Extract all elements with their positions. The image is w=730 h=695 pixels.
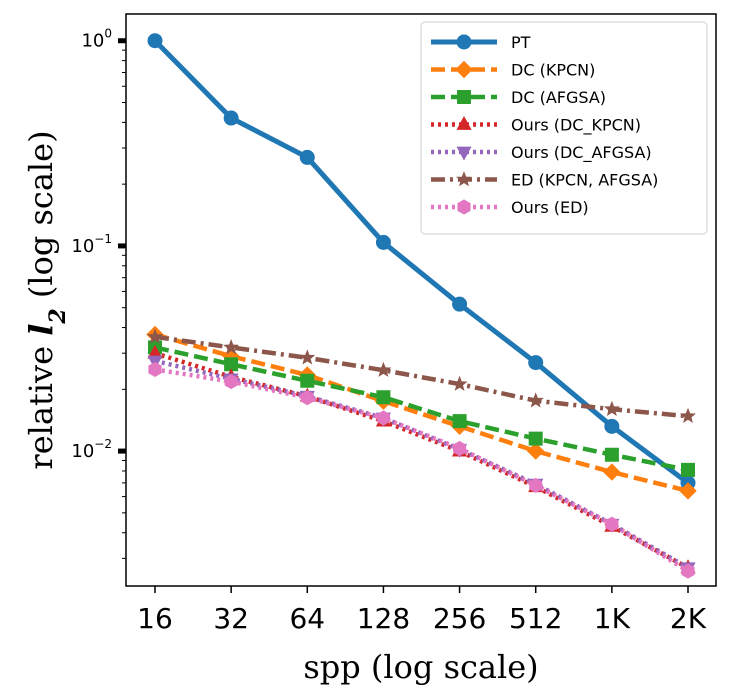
- data-point-ed-kpcn-afgsa: [451, 375, 468, 391]
- legend-label-ours-dc-kpcn: Ours (DC_KPCN): [511, 116, 641, 136]
- data-point-ours-ed: [376, 410, 390, 426]
- data-point-ours-ed: [681, 563, 695, 579]
- data-point-ours-ed: [224, 374, 238, 390]
- x-tick-label: 16: [137, 602, 173, 635]
- legend-label-dc-afgsa: DC (AFGSA): [511, 88, 606, 107]
- data-point-dc-afgsa: [224, 357, 239, 372]
- series-line-ours-ed: [154, 367, 690, 574]
- data-point-ed-kpcn-afgsa: [603, 400, 620, 417]
- plot-area: [146, 33, 697, 579]
- data-point-pt: [223, 110, 239, 126]
- x-tick-label: 32: [213, 602, 249, 635]
- data-point-pt: [452, 296, 468, 312]
- data-point-ed-kpcn-afgsa: [527, 392, 544, 408]
- y-tick-label: 100: [81, 27, 112, 52]
- legend-label-dc-kpcn: DC (KPCN): [511, 61, 595, 80]
- data-point-dc-afgsa: [681, 462, 695, 477]
- data-point-dc-afgsa: [300, 373, 315, 388]
- plot-frame: [125, 13, 717, 587]
- data-point-ours-ed: [605, 516, 619, 532]
- data-point-ed-kpcn-afgsa: [299, 349, 316, 365]
- legend-label-ed-kpcn-afgsa: ED (KPCN, AFGSA): [511, 171, 658, 190]
- data-point-ed-kpcn-afgsa: [375, 361, 392, 377]
- series-line-dc-afgsa: [154, 345, 689, 473]
- data-point-pt: [147, 33, 163, 49]
- y-tick-label: 10−1: [71, 232, 112, 257]
- data-point-dc-afgsa: [376, 390, 391, 405]
- x-tick-label: 1K: [594, 602, 631, 635]
- x-tick-label: 256: [433, 602, 486, 635]
- data-point-ed-kpcn-afgsa: [146, 328, 164, 344]
- data-point-dc-afgsa: [452, 414, 467, 429]
- data-point-ours-ed: [529, 477, 543, 493]
- data-point-ed-kpcn-afgsa: [679, 407, 697, 423]
- legend-label-pt: PT: [511, 33, 531, 52]
- data-point-ours-ed: [148, 361, 162, 377]
- legend-marker-ours-dc-afgsa: [456, 146, 472, 161]
- series-line-ours-dc-kpcn: [154, 351, 690, 570]
- legend-marker-pt: [456, 34, 472, 50]
- legend-marker-dc-afgsa: [457, 90, 471, 104]
- series-pt: [147, 33, 696, 491]
- data-point-ours-ed: [453, 440, 467, 457]
- series-line-dc-kpcn: [154, 332, 689, 494]
- x-tick-label: 64: [289, 602, 325, 635]
- data-point-dc-afgsa: [604, 447, 619, 462]
- y-axis-label: relative l2 (log scale): [22, 130, 71, 469]
- legend-label-ours-ed: Ours (ED): [511, 198, 589, 217]
- legend-marker-dc-kpcn: [455, 60, 473, 79]
- series-ed-kpcn-afgsa: [146, 328, 697, 423]
- data-point-ed-kpcn-afgsa: [223, 338, 240, 355]
- data-point-pt: [604, 418, 620, 434]
- data-point-dc-kpcn: [679, 482, 697, 500]
- data-point-dc-afgsa: [528, 431, 543, 446]
- series-line-ours-dc-afgsa: [154, 358, 690, 570]
- legend-label-ours-dc-afgsa: Ours (DC_AFGSA): [511, 143, 652, 163]
- data-point-dc-kpcn: [526, 442, 545, 460]
- x-axis-label: spp (log scale): [303, 648, 538, 686]
- y-tick-label: 10−2: [71, 437, 112, 462]
- data-point-dc-kpcn: [603, 463, 621, 481]
- series-line-pt: [153, 38, 690, 485]
- legend: PT DC (KPCN) DC (AFGSA) Ours (DC_KPCN) Ours …: [420, 21, 708, 235]
- x-tick-label: 128: [357, 602, 410, 635]
- x-axis: 16 32 64 128 256 512 1K 2K: [137, 586, 707, 635]
- data-point-pt: [375, 234, 391, 250]
- series-ours-ed: [148, 361, 695, 579]
- x-tick-label: 512: [509, 602, 562, 635]
- y-axis: 100 10−1 10−2: [71, 27, 126, 559]
- data-point-ours-ed: [300, 390, 314, 406]
- x-tick-label: 2K: [670, 602, 707, 635]
- series-line-ed-kpcn-afgsa: [154, 334, 689, 419]
- series-dc-afgsa: [148, 340, 695, 477]
- legend-marker-ours-dc-kpcn: [456, 115, 472, 130]
- data-point-pt: [299, 149, 315, 165]
- legend-marker-ours-ed: [457, 199, 471, 215]
- legend-marker-ed-kpcn-afgsa: [455, 171, 473, 187]
- data-point-pt: [528, 355, 544, 371]
